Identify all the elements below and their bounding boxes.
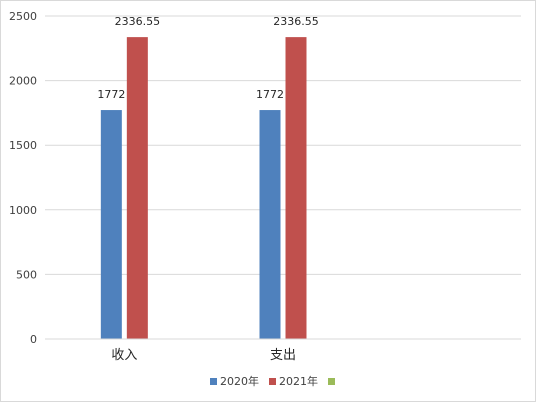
y-tick-label: 500 — [16, 268, 37, 281]
bar — [100, 110, 122, 339]
data-label: 1772 — [97, 88, 125, 101]
y-tick-label: 2500 — [9, 10, 37, 23]
data-label: 2336.55 — [273, 15, 319, 28]
bar — [126, 37, 148, 340]
legend-swatch — [269, 378, 276, 385]
x-category-label: 支出 — [270, 348, 296, 363]
y-tick-label: 1500 — [9, 139, 37, 152]
legend-label: 2020年 — [220, 374, 259, 388]
y-tick-label: 1000 — [9, 204, 37, 217]
y-tick-label: 0 — [30, 333, 37, 346]
legend-swatch — [328, 378, 335, 385]
bar — [285, 37, 307, 340]
legend-swatch — [210, 378, 217, 385]
bar — [259, 110, 281, 339]
y-tick-label: 2000 — [9, 75, 37, 88]
data-label: 1772 — [256, 88, 284, 101]
x-category-label: 收入 — [111, 348, 137, 363]
data-label: 2336.55 — [115, 15, 161, 28]
legend-label: 2021年 — [279, 374, 318, 388]
